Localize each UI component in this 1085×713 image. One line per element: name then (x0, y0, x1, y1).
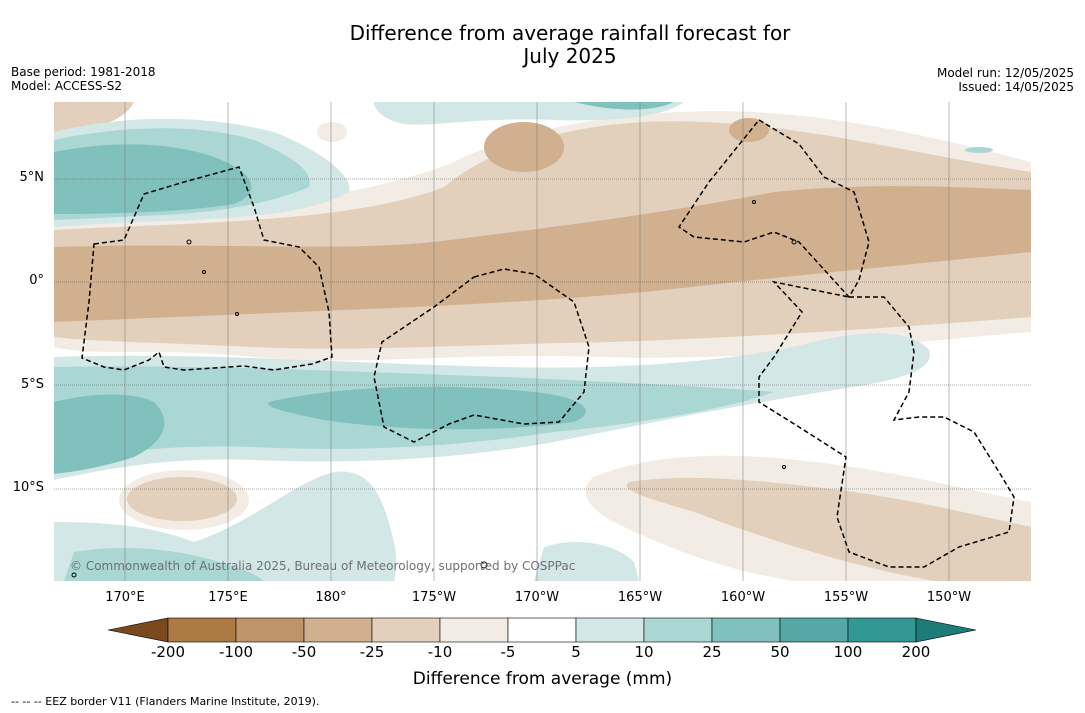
model-name: Model: ACCESS-S2 (11, 79, 123, 93)
colorbar-cell (575, 617, 645, 643)
dry-blob-north (484, 122, 564, 172)
dry-se-core (626, 477, 1031, 581)
colorbar-tick-label: 10 (634, 643, 654, 661)
colorbar-tick-label: 100 (833, 643, 863, 661)
wet-south-west-core (54, 394, 165, 474)
meta-right: Model run: 12/05/2025 Issued: 14/05/2025 (937, 66, 1074, 94)
title-line-1: Difference from average rainfall forecas… (349, 21, 791, 45)
colorbar-cell (303, 617, 373, 643)
rainfall-map (54, 102, 1031, 581)
dry-blob-small (317, 122, 347, 142)
issued-date: Issued: 14/05/2025 (958, 80, 1074, 94)
map-title: Difference from average rainfall forecas… (220, 22, 920, 68)
base-period: Base period: 1981-2018 (11, 65, 156, 79)
title-line-2: July 2025 (523, 44, 617, 68)
lon-label-155w: 155°W (823, 590, 869, 605)
lon-label-170e: 170°E (105, 590, 145, 605)
dry-corner-nw (54, 102, 134, 132)
meta-left: Base period: 1981-2018 Model: ACCESS-S2 (11, 65, 156, 93)
map-svg (54, 102, 1031, 581)
colorbar-tick-label: 200 (901, 643, 931, 661)
colorbar-label: Difference from average (mm) (412, 669, 673, 689)
lat-label-5s: 5°S (20, 377, 44, 392)
colorbar-cell (371, 617, 441, 643)
wet-top-core (574, 102, 674, 110)
lat-label-5n: 5°N (19, 170, 45, 185)
lat-label-0: 0° (29, 273, 44, 288)
eez-footnote: -- -- -- EEZ border V11 (Flanders Marine… (11, 695, 320, 708)
colorbar-cell (507, 617, 577, 643)
colorbar-tick-label: 5 (571, 643, 581, 661)
lon-label-180: 180° (315, 590, 347, 605)
colorbar-cell (235, 617, 305, 643)
colorbar-tick-label: -10 (427, 643, 453, 661)
colorbar-extend-low (108, 617, 169, 643)
lon-label-170w: 170°W (514, 590, 560, 605)
lat-label-10s: 10°S (12, 480, 44, 495)
dry-sw-core (127, 477, 237, 521)
colorbar-tick-label: -100 (218, 643, 254, 661)
copyright-notice: © Commonwealth of Australia 2025, Bureau… (70, 559, 576, 573)
colorbar (108, 617, 977, 643)
colorbar-tick-label: -25 (359, 643, 385, 661)
dry-blob-ne (729, 118, 769, 142)
wet-south-core (268, 386, 586, 430)
colorbar-extend-high (915, 617, 977, 643)
model-run: Model run: 12/05/2025 (936, 66, 1074, 80)
colorbar-cell (711, 617, 781, 643)
colorbar-cells (108, 617, 977, 643)
colorbar-cell (643, 617, 713, 643)
colorbar-tick-label: 50 (770, 643, 790, 661)
lon-label-160w: 160°W (720, 590, 766, 605)
eez-borders (81, 119, 1015, 568)
colorbar-cell (779, 617, 849, 643)
lon-label-150w: 150°W (926, 590, 972, 605)
lon-label-165w: 165°W (617, 590, 663, 605)
islands (71, 200, 797, 578)
dry-band-core (54, 186, 1031, 322)
colorbar-cell (847, 617, 917, 643)
wet-small-ne (965, 147, 993, 153)
colorbar-cell (167, 617, 237, 643)
lon-label-175w: 175°W (411, 590, 457, 605)
colorbar-cell (439, 617, 509, 643)
lon-gridlines (124, 102, 950, 581)
wet-bottom-small (534, 542, 639, 581)
lon-label-175e: 175°E (208, 590, 248, 605)
colorbar-tick-label: 25 (702, 643, 722, 661)
colorbar-tick-label: -200 (150, 643, 186, 661)
colorbar-tick-label: -50 (291, 643, 317, 661)
wet-bottom-mid (64, 547, 264, 581)
lat-gridlines (54, 178, 1031, 490)
colorbar-tick-label: -5 (500, 643, 516, 661)
